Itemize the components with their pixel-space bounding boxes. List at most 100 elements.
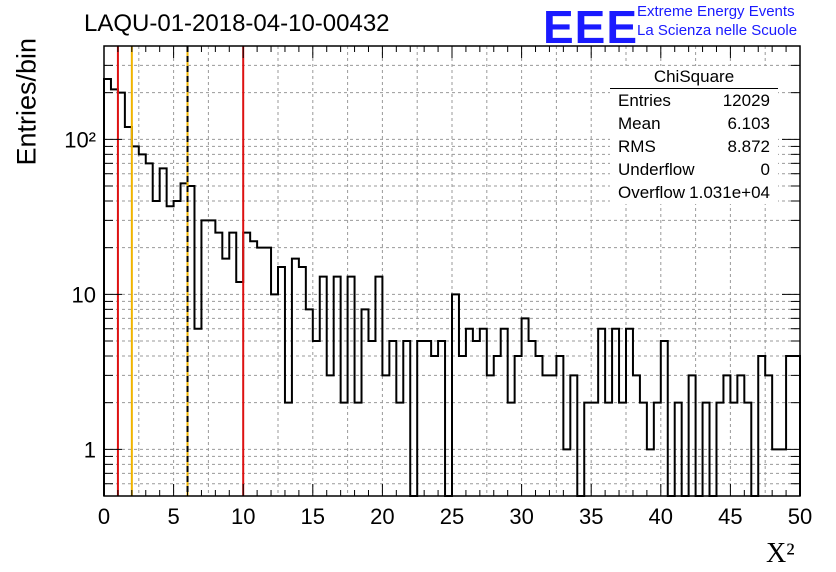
stats-key: Mean <box>618 114 661 133</box>
histogram-bin <box>508 403 515 496</box>
axes: 0 5 10 15 20 25 30 35 40 45 50 1 10 10² <box>64 45 812 529</box>
histogram-bin <box>501 329 508 496</box>
histogram-bin <box>779 449 786 496</box>
histogram-bin <box>229 233 236 496</box>
stats-value: 6.103 <box>727 114 770 133</box>
histogram-bin <box>556 356 563 496</box>
histogram-bin <box>160 168 167 496</box>
histogram-bin <box>626 329 633 496</box>
histogram-bin <box>675 403 682 496</box>
histogram-bin <box>494 356 501 496</box>
stats-row: Underflow 0 <box>610 158 778 181</box>
histogram-bin <box>243 233 250 496</box>
x-tick-label: 5 <box>167 504 179 529</box>
histogram-bin <box>431 356 438 496</box>
histogram-bin <box>605 403 612 496</box>
x-tick-label: 20 <box>370 504 394 529</box>
histogram-bin <box>459 356 466 496</box>
histogram-bin <box>222 259 229 496</box>
x-tick-label: 50 <box>788 504 812 529</box>
histogram-bin <box>640 403 647 496</box>
histogram-bin <box>723 375 730 496</box>
logo-line-2: La Scienza nelle Scuole <box>637 22 798 39</box>
histogram-bin <box>633 375 640 496</box>
stats-key: Overflow <box>618 183 686 202</box>
histogram-bin <box>612 329 619 496</box>
histogram-bin <box>654 403 661 496</box>
stats-key: Underflow <box>618 160 695 179</box>
stats-key: RMS <box>618 137 656 156</box>
stats-title: ChiSquare <box>610 66 778 89</box>
histogram-bin <box>396 403 403 496</box>
histogram-bin <box>320 277 327 496</box>
x-tick-label: 45 <box>718 504 742 529</box>
histogram-bin <box>549 375 556 496</box>
histogram-bin <box>529 341 536 496</box>
histogram-bin <box>591 403 598 496</box>
histogram-bin <box>619 403 626 496</box>
histogram-bin <box>250 241 257 496</box>
stats-box: ChiSquare Entries 12029 Mean 6.103 RMS 8.87… <box>610 66 778 204</box>
x-tick-label: 30 <box>509 504 533 529</box>
histogram-bin <box>306 309 313 496</box>
stats-row: Overflow 1.031e+04 <box>610 181 778 204</box>
histogram-bin <box>194 329 201 496</box>
histogram-bin <box>689 375 696 496</box>
histogram-bin <box>793 356 800 496</box>
histogram-bin <box>285 403 292 496</box>
stats-value: 0 <box>760 160 770 179</box>
histogram-bin <box>570 375 577 496</box>
histogram-bin <box>389 341 396 496</box>
histogram-bin <box>174 201 181 496</box>
histogram-bin <box>772 449 779 496</box>
histogram-bin <box>348 277 355 496</box>
histogram-bin <box>786 356 793 496</box>
histogram-bin <box>473 341 480 496</box>
histogram-bin <box>382 375 389 496</box>
histogram-bin <box>584 403 591 496</box>
histogram-bin <box>215 233 222 496</box>
histogram-bin <box>758 356 765 496</box>
histogram-bin <box>264 248 271 496</box>
stats-row: RMS 8.872 <box>610 135 778 158</box>
histogram-bin <box>334 277 341 496</box>
histogram-bin <box>661 341 668 496</box>
y-tick-label: 10 <box>72 282 96 307</box>
histogram-bin <box>125 127 132 496</box>
histogram-bin <box>730 403 737 496</box>
histogram-bin <box>765 375 772 496</box>
histogram-bin <box>153 201 160 496</box>
histogram-bin <box>104 79 111 496</box>
x-tick-label: 35 <box>579 504 603 529</box>
stats-key: Entries <box>618 91 671 110</box>
histogram-bin <box>542 375 549 496</box>
y-tick-label: 10² <box>64 127 96 152</box>
histogram-bin <box>355 403 362 496</box>
x-tick-label: 0 <box>98 504 110 529</box>
y-tick-label: 1 <box>84 437 96 462</box>
stats-value: 8.872 <box>727 137 770 156</box>
histogram-bin <box>703 403 710 496</box>
histogram-bin <box>536 356 543 496</box>
histogram-bin <box>139 154 146 496</box>
histogram-bin <box>716 403 723 496</box>
histogram-bin <box>452 294 459 496</box>
histogram-bin <box>744 403 751 496</box>
histogram-bin <box>181 183 188 496</box>
histogram-bin <box>480 329 487 496</box>
histogram-bin <box>341 403 348 496</box>
x-tick-label: 15 <box>301 504 325 529</box>
stats-value: 12029 <box>722 91 770 110</box>
histogram-bin <box>111 89 118 496</box>
histogram-bin <box>417 341 424 496</box>
stats-row: Entries 12029 <box>610 89 778 112</box>
x-tick-label: 10 <box>231 504 255 529</box>
histogram-bin <box>236 282 243 496</box>
stats-value: 1.031e+04 <box>689 183 770 202</box>
histogram-bin <box>271 294 278 496</box>
histogram-bin <box>327 375 334 496</box>
histogram-bin <box>146 163 153 496</box>
histogram-bin <box>299 267 306 496</box>
histogram-bin <box>522 318 529 496</box>
histogram-bin <box>598 329 605 496</box>
